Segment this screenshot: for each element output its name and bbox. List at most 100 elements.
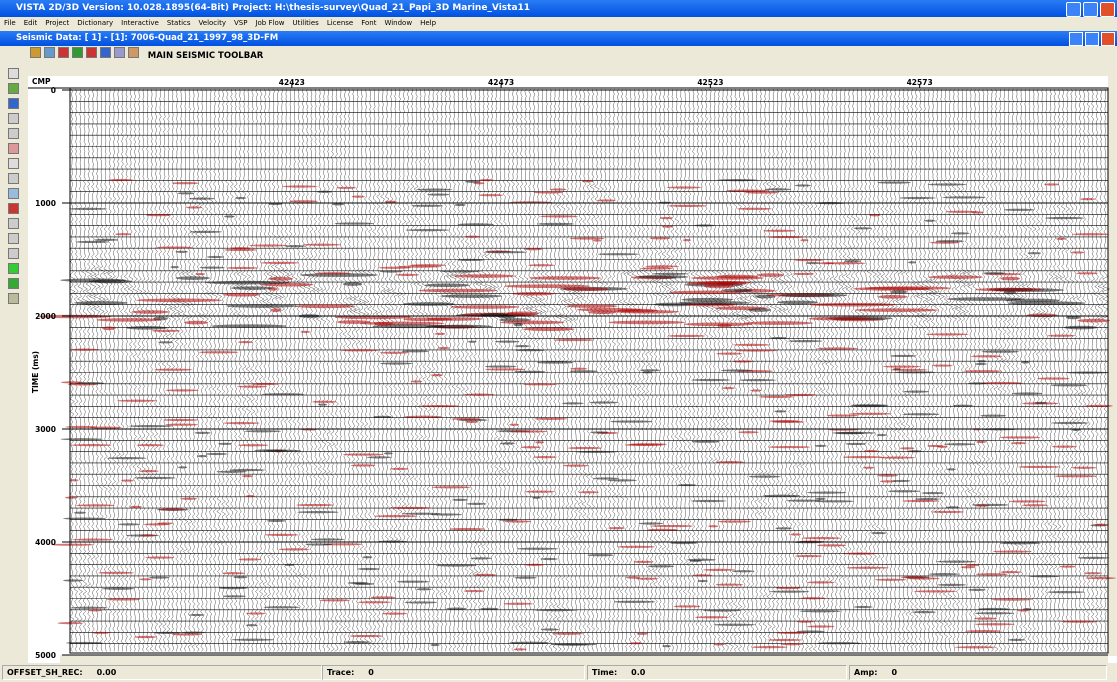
reflector [562, 287, 610, 291]
reflector [577, 308, 642, 312]
reflector [436, 564, 477, 566]
reflector [624, 444, 664, 446]
reflector [254, 449, 287, 451]
reflector [877, 181, 911, 183]
reflector [978, 608, 1010, 610]
reflector [617, 546, 655, 548]
reflector [465, 181, 481, 183]
reflector [1072, 233, 1109, 235]
reflector [284, 564, 294, 566]
reflector [1029, 575, 1060, 577]
reflector [1009, 500, 1046, 502]
reflector [237, 386, 267, 388]
reflector [1000, 277, 1020, 281]
reflector [1077, 557, 1109, 559]
reflector [373, 416, 391, 418]
reflector [262, 393, 305, 395]
reflector [72, 539, 113, 541]
reflector [430, 513, 462, 515]
reflector [218, 443, 232, 445]
reflector [902, 413, 939, 415]
reflector [578, 491, 599, 493]
reflector [244, 430, 281, 432]
reflector [454, 204, 465, 206]
status-label: Amp: [854, 668, 877, 677]
x-tick-label: 42573 [907, 78, 933, 87]
reflector [1071, 251, 1085, 253]
reflector [793, 273, 814, 275]
reflector [500, 321, 565, 325]
reflector [850, 404, 888, 406]
reflector [1051, 384, 1088, 386]
reflector [902, 500, 940, 502]
reflector [69, 208, 108, 210]
reflector [194, 432, 210, 434]
reflector [404, 416, 443, 418]
top-scrollbar[interactable] [28, 66, 1117, 76]
reflector [892, 480, 910, 482]
reflector [662, 226, 674, 228]
reflector [432, 486, 471, 488]
reflector [465, 236, 480, 238]
reflector [1051, 422, 1089, 424]
reflector [246, 612, 265, 614]
reflector [88, 609, 102, 611]
reflector [965, 630, 1003, 632]
reflector [1008, 639, 1025, 641]
reflector [932, 364, 953, 366]
reflector [541, 628, 559, 630]
x-tick-label: 42423 [279, 78, 305, 87]
reflector [118, 523, 140, 525]
reflector [166, 389, 199, 391]
reflector [877, 434, 887, 436]
bottom-scrollbar[interactable] [60, 655, 1108, 664]
reflector [924, 220, 935, 222]
reflector [976, 441, 986, 443]
reflector [651, 525, 694, 527]
reflector [156, 246, 193, 248]
reflector [942, 196, 986, 198]
right-scrollbar[interactable] [1108, 76, 1117, 656]
reflector [637, 275, 688, 279]
reflector [946, 506, 960, 508]
reflector [468, 341, 477, 343]
status-label: OFFSET_SH_REC: [7, 668, 83, 677]
reflector [403, 302, 455, 306]
reflector [380, 352, 409, 354]
reflector [614, 601, 656, 603]
reflector [512, 292, 555, 296]
reflector [928, 573, 959, 575]
reflector [426, 317, 482, 321]
reflector [457, 259, 485, 261]
reflector [363, 556, 373, 558]
reflector [750, 389, 762, 391]
status-cell: OFFSET_SH_REC:0.00 [2, 665, 322, 680]
reflector [316, 191, 332, 193]
reflector [800, 597, 825, 599]
reflector [966, 564, 979, 566]
reflector [913, 611, 936, 613]
reflector [763, 230, 795, 232]
reflector [464, 590, 485, 592]
reflector [537, 223, 574, 225]
reflector [683, 239, 691, 241]
reflector [846, 567, 888, 569]
reflector [975, 363, 987, 365]
reflector [223, 422, 259, 424]
reflector [205, 281, 289, 285]
reflector [233, 576, 247, 578]
reflector [238, 341, 253, 343]
reflector [474, 574, 496, 576]
y-tick-label: 3000 [35, 425, 56, 434]
reflector [633, 561, 653, 563]
reflector [1047, 335, 1075, 337]
reflector [744, 321, 814, 325]
reflector [117, 400, 157, 402]
reflector [668, 335, 705, 337]
reflector [660, 217, 673, 219]
reflector [582, 180, 594, 182]
reflector [864, 450, 878, 452]
reflector [312, 401, 336, 403]
y-tick-label: 5000 [35, 651, 56, 660]
reflector [713, 624, 756, 626]
